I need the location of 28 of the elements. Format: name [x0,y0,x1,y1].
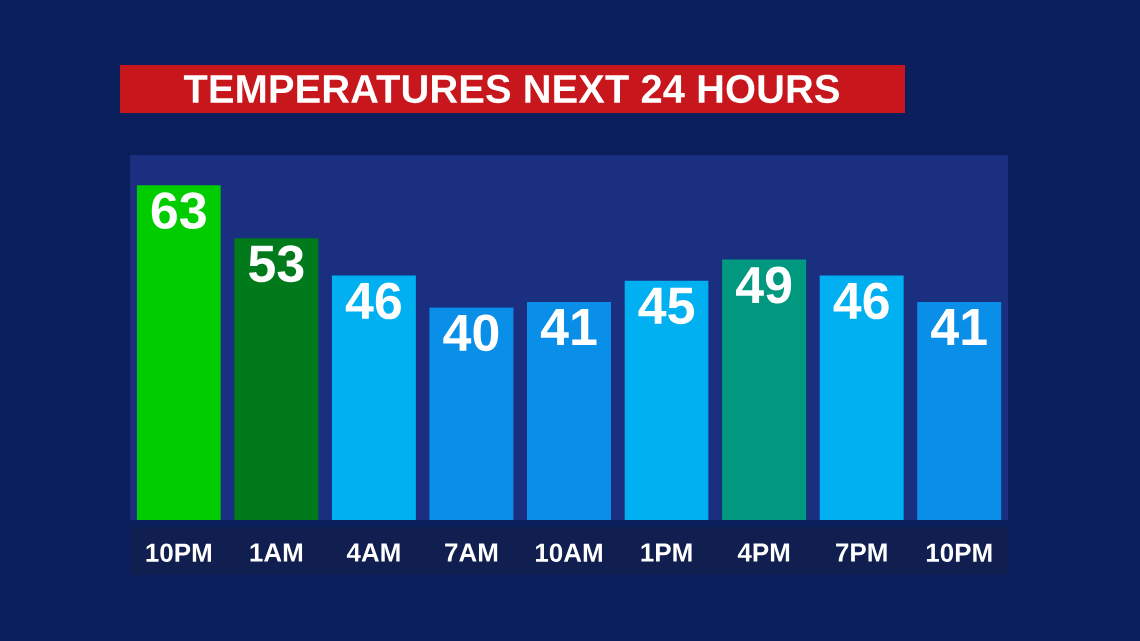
x-tick-label: 4PM [737,543,790,562]
data-label: 46 [345,282,401,320]
bar [331,275,416,520]
bar [429,307,514,520]
data-label: 46 [833,282,889,320]
data-label: 40 [443,314,499,352]
x-tick-label: 4AM [346,543,400,562]
data-label: 41 [540,309,597,345]
x-tick-label: 10PM [146,543,211,562]
bar [136,185,221,520]
x-tick-label: 1PM [641,543,692,562]
x-tick-label: 7AM [445,543,498,562]
data-label: 45 [638,287,695,325]
bar [917,302,1002,520]
data-label: 63 [151,192,206,230]
chart-title: TEMPERATURES NEXT 24 HOURS [183,74,839,104]
x-tick-label: 1AM [250,543,303,562]
data-label: 41 [931,309,987,345]
x-tick-label: 10AM [535,543,602,562]
data-label: 53 [249,245,304,283]
data-label: 49 [735,266,792,304]
bar [819,275,904,520]
bar [234,238,319,520]
x-tick-label: 10PM [926,543,992,562]
bar [722,259,807,520]
bar [527,302,612,520]
bar [624,280,709,520]
x-tick-label: 7PM [836,543,887,562]
